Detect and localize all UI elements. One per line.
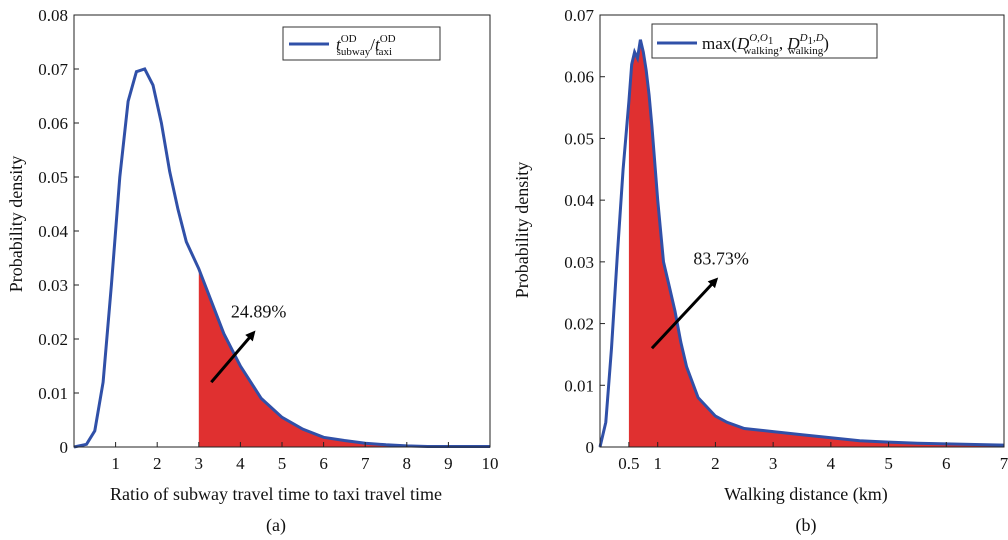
y-tick-label: 0.04 [564,191,594,210]
annotation-label: 24.89% [231,302,287,322]
x-tick-label: 2 [153,454,162,473]
x-tick-label: 3 [769,454,778,473]
annotation-arrow [210,330,256,384]
y-tick-label: 0.07 [564,6,594,25]
x-tick-label: 6 [319,454,328,473]
y-axis-ticks: 0 0.01 0.02 0.03 0.04 0.05 0.06 0.07 0.08 [38,6,79,457]
x-axis-ticks: 1 2 3 4 5 6 7 8 9 10 [111,442,499,473]
x-tick-label: 1 [653,454,662,473]
panel-caption: (b) [796,515,817,536]
panel-caption: (a) [266,515,286,536]
x-tick-label: 7 [361,454,370,473]
x-tick-label: 2 [711,454,720,473]
y-tick-label: 0.08 [38,6,68,25]
panel-b: 0.5 1 2 3 4 5 6 7 0 0.01 0.02 0.03 0.04 0.05 0.06 0.07… [512,6,1008,536]
legend-box [651,23,878,59]
x-tick-label: 0.5 [618,454,639,473]
y-axis-label: Probability density [512,162,532,299]
shaded-tail-area [198,268,491,447]
y-axis-label: Probability density [6,156,26,293]
x-tick-label: 5 [884,454,893,473]
arrow-line [210,330,256,384]
x-tick-label: 4 [827,454,836,473]
x-tick-label: 10 [482,454,499,473]
y-tick-label: 0.06 [564,68,594,87]
panel-a: 1 2 3 4 5 6 7 8 9 10 0 0.01 0.02 0.03 0.04 0.05 0.06 0.0… [6,6,499,536]
y-tick-label: 0.07 [38,60,68,79]
legend-label: max(DO,O1 walking, DD1,D walking) [702,32,829,57]
x-tick-label: 9 [444,454,453,473]
legend: tOD subway/tOD taxi [282,26,441,61]
plot-frame [599,14,1005,448]
y-tick-label: 0.01 [38,384,68,403]
y-tick-label: 0 [60,438,69,457]
legend: max(DO,O1 walking, DD1,D walking) [651,23,878,59]
x-axis-label: Ratio of subway travel time to taxi trav… [110,484,442,504]
legend-label: tOD subway/tOD taxi [336,33,396,58]
annotation-arrow [650,277,719,350]
y-tick-label: 0.05 [38,168,68,187]
x-axis-label: Walking distance (km) [724,484,888,505]
arrow-line [650,277,719,350]
density-curve [73,67,490,449]
y-tick-label: 0.05 [564,129,594,148]
x-tick-label: 4 [236,454,245,473]
x-tick-label: 7 [1000,454,1008,473]
y-tick-label: 0.02 [38,330,68,349]
y-tick-label: 0 [586,438,595,457]
x-tick-label: 8 [403,454,412,473]
annotation-label: 83.73% [693,248,749,268]
x-tick-label: 1 [111,454,120,473]
y-tick-label: 0.01 [564,376,594,395]
y-tick-label: 0.03 [38,276,68,295]
y-tick-label: 0.04 [38,222,68,241]
x-tick-label: 3 [195,454,204,473]
shaded-area [628,39,1004,447]
y-tick-label: 0.02 [564,315,594,334]
x-tick-label: 6 [942,454,951,473]
density-curve [598,39,1005,448]
y-tick-label: 0.06 [38,114,68,133]
x-axis-ticks: 0.5 1 2 3 4 5 6 7 [618,442,1008,473]
y-tick-label: 0.03 [564,253,594,272]
plot-frame [73,14,491,448]
x-tick-label: 5 [278,454,287,473]
y-axis-ticks: 0 0.01 0.02 0.03 0.04 0.05 0.06 0.07 [564,6,605,457]
